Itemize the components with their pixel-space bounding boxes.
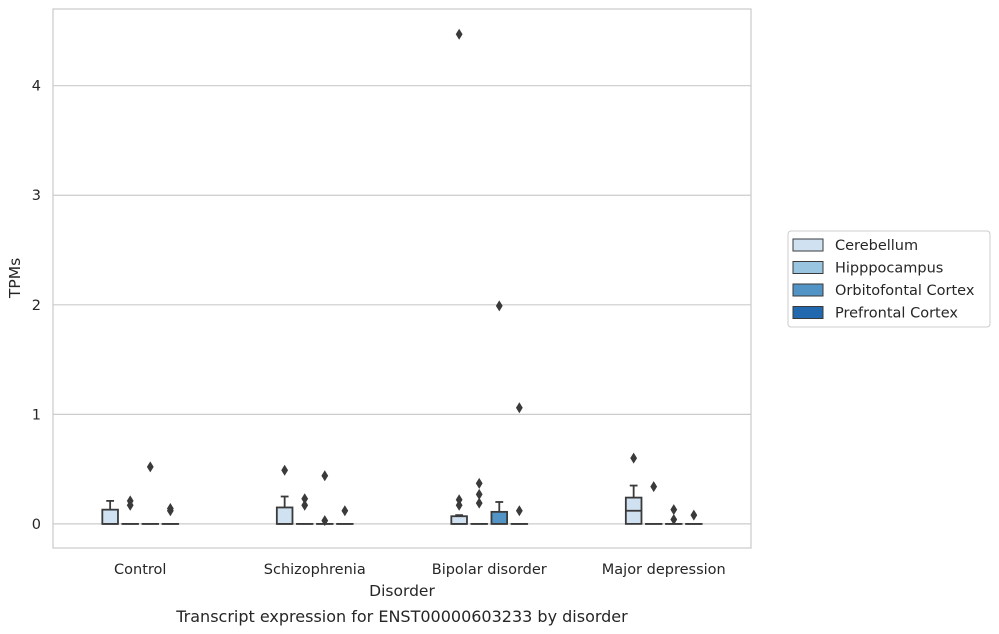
y-axis-label: TPMs <box>6 258 24 299</box>
y-tick-label: 0 <box>32 517 41 533</box>
outlier-point <box>670 504 678 516</box>
y-tick-label: 3 <box>32 188 41 204</box>
box-group <box>161 503 180 525</box>
legend-label: Orbitofontal Cortex <box>835 283 975 299</box>
box-group <box>275 464 294 525</box>
outlier-point <box>515 402 523 414</box>
box-group <box>336 505 354 525</box>
x-tick-label: Major depression <box>602 562 726 578</box>
box-group <box>685 509 703 525</box>
box-group <box>316 470 334 527</box>
x-tick-label: Schizophrenia <box>264 562 366 578</box>
box-group <box>490 300 509 525</box>
legend: Cerebellum Hipppocampus Orbitofontal Corte… <box>787 230 991 328</box>
box-group <box>644 481 663 525</box>
box-body <box>490 510 509 525</box>
box-group <box>624 452 643 525</box>
y-tick-labels: 0 1 2 3 4 <box>32 79 41 533</box>
outlier-point <box>455 28 463 40</box>
x-tick-labels: Control Schizophrenia Bipolar disorder Majo… <box>114 562 726 578</box>
outlier-point <box>321 515 329 527</box>
legend-label: Prefrontal Cortex <box>835 306 958 322</box>
box-plots <box>101 28 703 527</box>
plot-frame <box>52 8 752 549</box>
y-tick-label: 4 <box>32 79 41 95</box>
outlier-point <box>475 477 483 489</box>
box-body <box>275 506 294 525</box>
outlier-point <box>281 464 289 476</box>
outlier-point <box>650 481 658 493</box>
y-tick-label: 2 <box>32 298 41 314</box>
outlier-point <box>341 505 349 517</box>
legend-label: Cerebellum <box>835 238 918 254</box>
box-group <box>510 402 529 525</box>
outlier-point <box>630 452 638 464</box>
box-group <box>470 477 488 525</box>
box-group <box>665 504 683 526</box>
legend-swatch <box>792 261 824 274</box>
box-group <box>101 499 119 525</box>
y-tick-label: 1 <box>32 407 41 423</box>
outlier-point <box>321 470 329 482</box>
outlier-point <box>301 493 309 505</box>
outlier-point <box>690 509 698 521</box>
chart-caption: Transcript expression for ENST0000060323… <box>175 607 628 626</box>
legend-frame <box>787 230 991 328</box>
box-body <box>450 515 468 525</box>
box-group <box>295 493 314 525</box>
outlier-point <box>166 503 174 515</box>
outlier-point <box>670 514 678 526</box>
outlier-point <box>301 499 309 511</box>
legend-swatch <box>792 238 824 252</box>
legend-label: Hipppocampus <box>835 261 943 277</box>
box-group <box>141 461 160 525</box>
legend-swatch <box>792 283 824 297</box>
outlier-point <box>146 461 154 473</box>
outlier-point <box>126 495 134 507</box>
legend-swatch <box>792 306 824 319</box>
x-tick-label: Bipolar disorder <box>432 562 547 578</box>
outlier-point <box>475 497 483 509</box>
outlier-point <box>455 494 463 506</box>
outlier-point <box>475 488 483 500</box>
box-group <box>121 495 139 525</box>
x-axis-label: Disorder <box>369 582 435 600</box>
x-tick-label: Control <box>114 562 166 578</box>
outlier-point <box>495 300 503 312</box>
box-body <box>101 508 119 525</box>
outlier-point <box>515 505 523 517</box>
box-group <box>450 28 468 525</box>
